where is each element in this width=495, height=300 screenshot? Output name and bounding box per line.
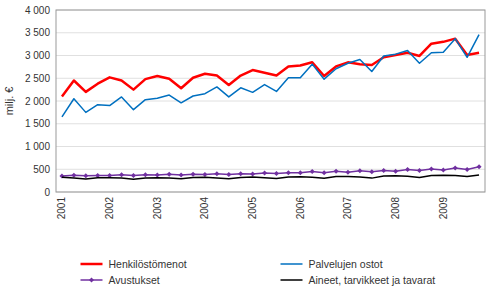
- marker: [167, 172, 172, 177]
- marker: [155, 172, 160, 177]
- grid-line: [56, 32, 485, 33]
- marker: [83, 173, 88, 178]
- x-tick-label: 2008: [390, 197, 401, 220]
- x-tick-label: 2005: [247, 197, 258, 220]
- grid-line: [56, 101, 485, 102]
- series-line: [62, 175, 479, 179]
- plot-frame: [56, 10, 485, 192]
- y-tick-label: 3 500: [25, 27, 50, 38]
- marker: [262, 170, 267, 175]
- marker: [143, 172, 148, 177]
- marker: [334, 169, 339, 174]
- marker: [477, 164, 482, 169]
- series-line: [62, 35, 479, 117]
- grid-line: [56, 123, 485, 124]
- marker: [393, 169, 398, 174]
- legend-label: Henkilöstömenot: [109, 258, 187, 270]
- marker: [191, 172, 196, 177]
- marker: [441, 167, 446, 172]
- marker: [226, 172, 231, 177]
- x-tick-label: 2003: [152, 197, 163, 220]
- x-tick-label: 2004: [199, 197, 210, 220]
- x-tick-label: 2007: [342, 197, 353, 220]
- legend-swatch: [81, 263, 103, 266]
- y-tick-label: 4 000: [25, 5, 50, 16]
- marker: [274, 171, 279, 176]
- marker: [405, 167, 410, 172]
- series-line: [62, 167, 479, 176]
- grid-line: [56, 146, 485, 147]
- y-tick-label: 2 000: [25, 96, 50, 107]
- legend-marker: [89, 278, 94, 283]
- marker: [369, 169, 374, 174]
- y-axis-label: milj. €: [3, 87, 15, 116]
- x-tick-label: 2002: [104, 197, 115, 220]
- marker: [429, 167, 434, 172]
- y-tick-label: 0: [44, 187, 50, 198]
- x-tick-label: 2009: [438, 197, 449, 220]
- marker: [453, 166, 458, 171]
- marker: [131, 173, 136, 178]
- marker: [417, 168, 422, 173]
- marker: [286, 170, 291, 175]
- marker: [345, 170, 350, 175]
- marker: [298, 170, 303, 175]
- marker: [238, 171, 243, 176]
- marker: [71, 173, 76, 178]
- legend-swatch: [281, 279, 303, 281]
- grid-line: [56, 78, 485, 79]
- marker: [381, 168, 386, 173]
- y-tick-label: 1 000: [25, 141, 50, 152]
- chart: 0 500 1 000 1 500 2 000 2 500 3 000 3 500 4 000 m…: [0, 0, 495, 300]
- y-tick-label: 3 000: [25, 50, 50, 61]
- legend-label: Avustukset: [109, 274, 160, 286]
- y-tick-label: 1 500: [25, 118, 50, 129]
- axes: 0 500 1 000 1 500 2 000 2 500 3 000 3 500 4 000 m…: [3, 5, 485, 220]
- y-tick-label: 2 500: [25, 73, 50, 84]
- x-tick-label: 2006: [295, 197, 306, 220]
- legend-label: Palvelujen ostot: [309, 258, 383, 270]
- marker: [202, 172, 207, 177]
- x-tick-label: 2001: [56, 197, 67, 220]
- plot-data: [59, 35, 481, 180]
- marker: [322, 170, 327, 175]
- grid: [56, 10, 485, 192]
- y-tick-label: 500: [33, 164, 50, 175]
- legend-swatch: [281, 263, 303, 265]
- legend-label: Aineet, tarvikkeet ja tavarat: [309, 274, 436, 286]
- marker: [357, 168, 362, 173]
- marker: [214, 171, 219, 176]
- marker: [250, 172, 255, 177]
- legend: Henkilöstömenot Palvelujen ostot Avustukse…: [81, 258, 436, 286]
- marker: [179, 172, 184, 177]
- marker: [310, 169, 315, 174]
- marker: [465, 167, 470, 172]
- marker: [119, 172, 124, 177]
